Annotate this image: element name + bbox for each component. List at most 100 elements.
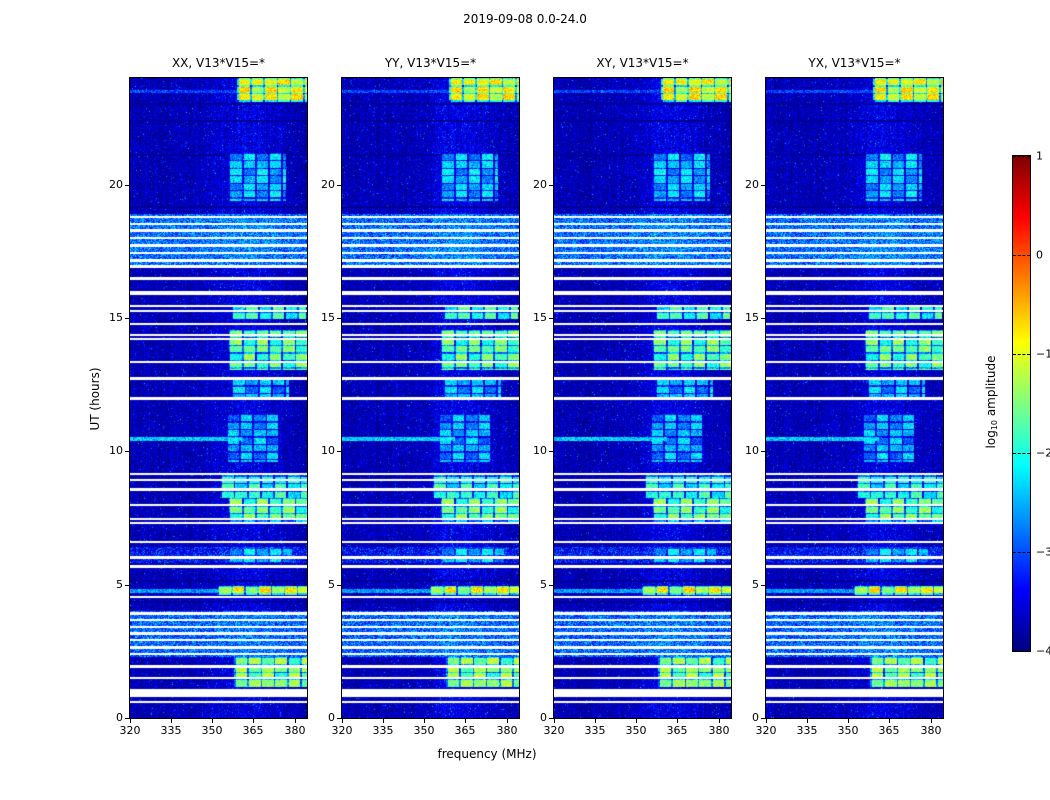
x-tick-label: 365 — [242, 724, 264, 737]
y-tick-label: 5 — [328, 578, 335, 591]
y-tick — [125, 451, 129, 452]
y-tick — [761, 318, 765, 319]
x-axis-label: frequency (MHz) — [437, 747, 537, 761]
y-tick-label: 15 — [533, 311, 547, 324]
x-tick — [424, 719, 425, 723]
x-tick-label: 320 — [331, 724, 353, 737]
colorbar-label-prefix: log — [984, 430, 998, 449]
x-tick — [595, 719, 596, 723]
x-tick — [554, 719, 555, 723]
colorbar-label-suffix: amplitude — [984, 355, 998, 420]
x-tick-label: 380 — [920, 724, 942, 737]
colorbar-tick-line — [1013, 453, 1030, 454]
x-tick-label: 350 — [837, 724, 859, 737]
x-tick-label: 335 — [372, 724, 394, 737]
x-tick — [465, 719, 466, 723]
colorbar-tick-label: −2 — [1036, 446, 1050, 460]
panel-1 — [341, 77, 520, 719]
x-tick-label: 350 — [625, 724, 647, 737]
x-tick — [766, 719, 767, 723]
y-tick — [125, 585, 129, 586]
y-tick — [549, 718, 553, 719]
colorbar-tick-line — [1013, 354, 1030, 355]
y-tick — [549, 185, 553, 186]
x-tick-label: 380 — [284, 724, 306, 737]
x-tick — [889, 719, 890, 723]
x-tick-label: 320 — [119, 724, 141, 737]
y-tick-label: 0 — [540, 711, 547, 724]
y-tick-label: 20 — [109, 178, 123, 191]
x-tick — [507, 719, 508, 723]
x-tick — [848, 719, 849, 723]
colorbar-tick-label: −1 — [1036, 347, 1050, 361]
heatmap-canvas-2 — [554, 78, 731, 718]
x-tick — [212, 719, 213, 723]
y-tick — [337, 451, 341, 452]
panel-2 — [553, 77, 732, 719]
colorbar-tick-line — [1013, 552, 1030, 553]
x-tick — [636, 719, 637, 723]
y-tick-label: 0 — [116, 711, 123, 724]
y-tick-label: 5 — [116, 578, 123, 591]
x-tick — [931, 719, 932, 723]
x-tick-label: 380 — [496, 724, 518, 737]
y-tick-label: 10 — [321, 444, 335, 457]
colorbar: 1 0 −1 −2 −3 −4 — [1012, 150, 1050, 658]
x-tick — [130, 719, 131, 723]
x-tick-label: 380 — [708, 724, 730, 737]
x-tick-label: 335 — [160, 724, 182, 737]
x-tick — [677, 719, 678, 723]
x-tick-label: 320 — [543, 724, 565, 737]
figure-title: 2019-09-08 0.0-24.0 — [463, 12, 587, 26]
heatmap-canvas-1 — [342, 78, 519, 718]
y-tick — [125, 718, 129, 719]
panel-title-1: YY, V13*V15=* — [384, 56, 477, 70]
colorbar-tick-label: −4 — [1036, 644, 1050, 658]
y-tick-label: 10 — [109, 444, 123, 457]
y-tick-label: 10 — [745, 444, 759, 457]
x-tick — [807, 719, 808, 723]
y-tick — [761, 185, 765, 186]
y-tick — [337, 318, 341, 319]
y-tick — [761, 718, 765, 719]
colorbar-tick-label: −3 — [1036, 545, 1050, 559]
colorbar-tick-label: 1 — [1036, 149, 1043, 163]
x-tick-label: 335 — [584, 724, 606, 737]
y-tick — [337, 718, 341, 719]
colorbar-tick-line — [1013, 255, 1030, 256]
x-tick — [342, 719, 343, 723]
colorbar-tick-line — [1013, 156, 1030, 157]
x-tick-label: 365 — [454, 724, 476, 737]
panel-3 — [765, 77, 944, 719]
y-tick — [125, 185, 129, 186]
y-tick-label: 15 — [321, 311, 335, 324]
colorbar-tick-label: 0 — [1036, 248, 1043, 262]
y-axis-label: UT (hours) — [88, 367, 102, 431]
colorbar-label: log10 amplitude — [984, 337, 999, 467]
y-tick — [761, 585, 765, 586]
y-tick — [549, 318, 553, 319]
y-tick-label: 5 — [540, 578, 547, 591]
panel-title-2: XY, V13*V15=* — [596, 56, 689, 70]
panel-title-3: YX, V13*V15=* — [808, 56, 901, 70]
y-tick — [549, 585, 553, 586]
y-tick-label: 20 — [533, 178, 547, 191]
y-tick-label: 20 — [321, 178, 335, 191]
x-tick — [719, 719, 720, 723]
y-tick-label: 20 — [745, 178, 759, 191]
y-tick — [337, 585, 341, 586]
x-tick-label: 365 — [666, 724, 688, 737]
y-tick-label: 0 — [328, 711, 335, 724]
colorbar-label-subscript: 10 — [990, 419, 999, 431]
y-tick — [125, 318, 129, 319]
x-tick-label: 350 — [413, 724, 435, 737]
colorbar-gradient — [1013, 156, 1030, 651]
panel-title-0: XX, V13*V15=* — [171, 56, 266, 70]
x-tick-label: 350 — [201, 724, 223, 737]
y-tick-label: 10 — [533, 444, 547, 457]
heatmap-canvas-0 — [130, 78, 307, 718]
heatmap-canvas-3 — [766, 78, 943, 718]
y-tick-label: 15 — [745, 311, 759, 324]
x-tick-label: 320 — [755, 724, 777, 737]
